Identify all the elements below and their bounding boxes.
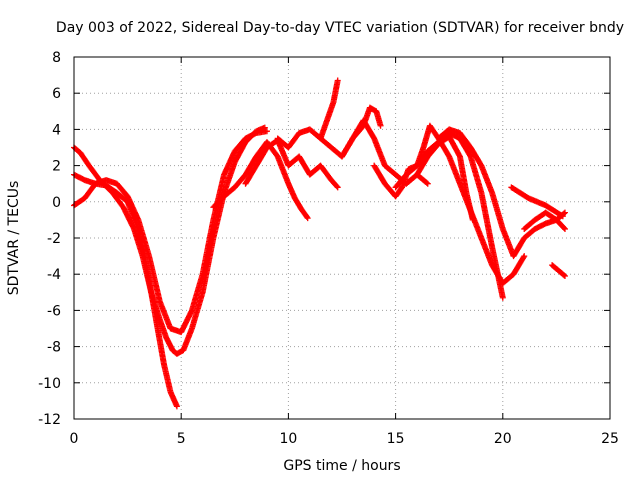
x-tick-label: 15	[387, 431, 405, 447]
y-tick-label: 2	[52, 159, 61, 175]
x-tick-label: 25	[601, 431, 619, 447]
data-point	[173, 403, 180, 410]
data-point	[334, 77, 341, 84]
data-point	[559, 213, 566, 220]
data-point	[561, 224, 568, 231]
axis-ticks: 0 5 10 15 20 25 -12 -10 -8 -6 -4 -2 0 2 4 6 8	[38, 50, 619, 447]
data-series	[549, 262, 568, 280]
data-point	[333, 183, 340, 190]
y-tick-label: -8	[47, 340, 61, 356]
data-point	[424, 180, 431, 187]
data-point	[561, 209, 568, 216]
data-point	[561, 272, 568, 279]
y-tick-label: -2	[47, 231, 61, 247]
data-point	[377, 122, 384, 129]
data-series	[242, 137, 341, 191]
data-series	[414, 133, 476, 223]
data-series	[371, 122, 528, 287]
data-point	[521, 253, 528, 260]
data-series	[71, 128, 270, 336]
x-axis-label: GPS time / hours	[283, 458, 400, 474]
data-series	[435, 126, 568, 260]
data-point	[304, 215, 311, 222]
data-series	[71, 171, 180, 410]
data-point	[561, 273, 568, 280]
data-point	[263, 128, 270, 135]
y-tick-label: 8	[52, 50, 61, 66]
grid	[74, 57, 610, 419]
data-point	[423, 179, 430, 186]
data-point	[561, 225, 568, 232]
x-tick-label: 10	[279, 431, 297, 447]
y-tick-label: 0	[52, 195, 61, 211]
y-axis-label: SDTVAR / TECUs	[6, 181, 22, 296]
data-point	[303, 213, 310, 220]
y-tick-label: -6	[47, 303, 61, 319]
data-point	[334, 184, 341, 191]
data-series	[508, 184, 566, 220]
data-point	[499, 294, 506, 301]
data-point	[558, 212, 565, 219]
data-points	[71, 77, 568, 410]
data-series	[339, 104, 384, 160]
y-tick-label: 4	[52, 122, 61, 138]
data-series	[521, 209, 568, 232]
x-tick-label: 0	[70, 431, 79, 447]
x-tick-label: 20	[494, 431, 512, 447]
y-tick-label: -12	[38, 412, 61, 428]
y-tick-label: 6	[52, 86, 61, 102]
data-series	[317, 77, 341, 142]
chart-title: Day 003 of 2022, Sidereal Day-to-day VTE…	[56, 20, 624, 36]
y-tick-label: -10	[38, 376, 61, 392]
data-point	[520, 254, 527, 261]
y-tick-label: -4	[47, 267, 61, 283]
data-series	[210, 139, 311, 222]
plot-frame	[73, 56, 611, 420]
x-tick-label: 5	[177, 431, 186, 447]
data-point	[469, 216, 476, 223]
